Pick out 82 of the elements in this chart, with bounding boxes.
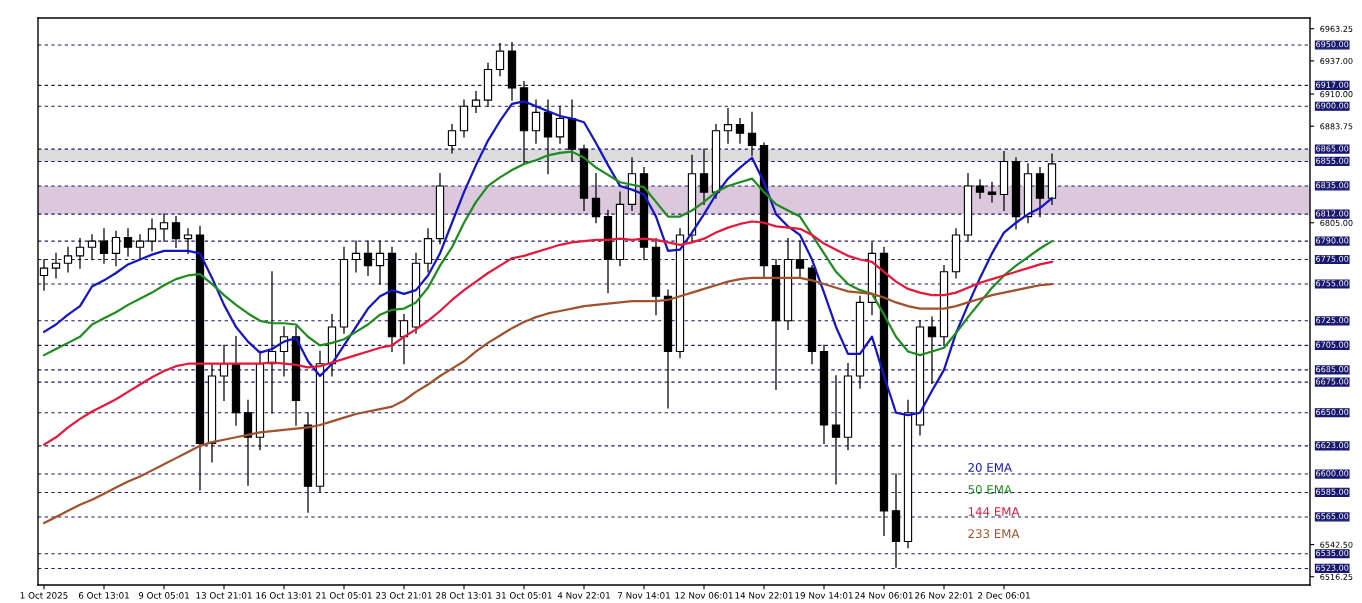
candlestick [495,43,505,77]
ref-line-label: 6865.00 [1316,145,1349,152]
candlestick [723,108,733,144]
ref-line-label: 6535.00 [1316,549,1349,557]
candlestick [171,215,181,248]
x-tick-label: 24 Nov 06:01 [855,592,913,599]
ref-line-label: 6855.00 [1316,157,1349,164]
x-tick-label: 21 Oct 05:01 [316,592,372,599]
x-tick-label: 6 Oct 13:01 [78,592,129,599]
x-tick-label: 31 Oct 05:01 [496,592,552,599]
ref-line-label: 6705.00 [1316,341,1349,348]
y-tick-label: 6542.50 [1320,541,1353,548]
text: 144 EMA [968,507,1020,516]
ref-line-label: 6600.00 [1316,470,1349,477]
candlestick [363,240,373,277]
candlestick [183,228,193,255]
x-tick-label: 13 Oct 21:01 [196,592,252,599]
ref-line-label: 6917.00 [1316,81,1349,88]
ref-line-label: 6650.00 [1316,409,1349,416]
y-tick-label: 6883.75 [1320,123,1353,130]
ref-line-label: 6685.00 [1316,366,1349,373]
candlestick [795,240,805,279]
ref-line-label: 6565.00 [1316,513,1349,520]
candlestick [927,316,937,384]
candlestick [51,252,61,279]
text: 233 EMA [968,529,1020,539]
ref-line-label: 6755.00 [1316,280,1349,287]
ref-line-label: 6523.00 [1316,564,1349,571]
candlestick [135,234,145,261]
candlestick [591,173,601,224]
x-tick-label: 14 Nov 22:01 [735,592,793,599]
x-tick-label: 9 Oct 05:01 [138,592,189,599]
x-tick-label: 12 Nov 06:01 [675,592,733,599]
y-tick-label: 6910.00 [1320,91,1353,98]
x-tick-label: 23 Oct 21:01 [376,592,432,599]
ref-line-label: 6812.00 [1316,210,1349,217]
y-tick-label: 6963.25 [1320,25,1353,32]
candlestick [351,240,361,273]
x-tick-label: 7 Nov 14:01 [618,592,670,599]
y-tick-label: 6805.00 [1320,219,1353,226]
candlestick [747,111,757,156]
ref-line-label: 6675.00 [1316,378,1349,385]
ref-line-label: 6790.00 [1316,237,1349,244]
ref-line-label: 6775.00 [1316,255,1349,262]
candlestick [975,179,985,199]
x-tick-label: 4 Nov 22:01 [557,592,610,599]
candlestick [75,238,85,269]
y-tick-label: 6937.00 [1320,57,1353,65]
candlestick [99,228,109,264]
candlestick [87,234,97,261]
candlestick [699,148,709,205]
candlestick [531,99,541,144]
candlestick [159,213,169,242]
candlestick [735,117,745,144]
candlestick [555,105,565,144]
x-tick-label: 1 Oct 2025 [20,592,68,599]
candlestick [63,246,73,273]
line-series [42,150,1054,357]
text: 20 EMA [968,462,1012,472]
ref-line-label: 6623.00 [1316,442,1349,449]
candlestick [111,230,121,267]
candlestick [831,375,841,485]
candlestick [123,228,133,257]
ref-line-label: 6585.00 [1316,488,1349,495]
ref-line-label: 6950.00 [1316,41,1349,48]
x-tick-label: 2 Dec 06:01 [978,592,1030,599]
line-series [42,276,1054,525]
candlestick [147,218,157,252]
candlestick [375,240,385,285]
x-tick-label: 28 Oct 13:01 [436,592,492,599]
text: 50 EMA [968,485,1012,494]
ref-line-label: 6900.00 [1316,102,1349,109]
x-tick-label: 16 Oct 13:01 [256,592,312,599]
y-tick-label: 6516.25 [1320,573,1353,580]
candlestick [471,90,481,114]
x-tick-label: 26 Nov 22:01 [915,592,973,599]
ref-line-label: 6835.00 [1316,182,1349,189]
candlestick [447,124,457,154]
candlestick [987,181,997,203]
ref-line-label: 6725.00 [1316,317,1349,324]
line-series [42,220,1054,446]
x-tick-label: 19 Nov 14:01 [795,592,853,599]
